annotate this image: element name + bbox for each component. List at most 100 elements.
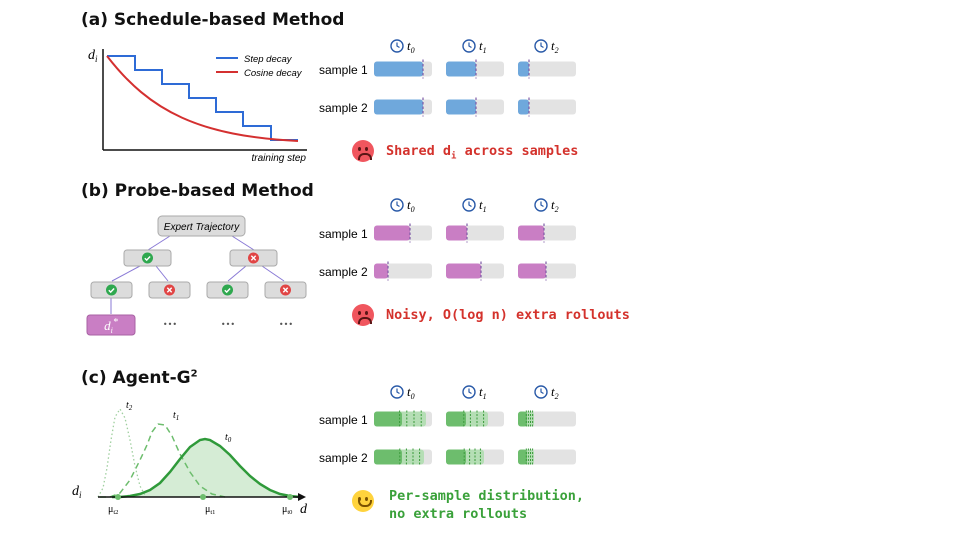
section-b-title: (b) Probe-based Method <box>81 181 314 201</box>
note-shared-d: Shared di across samples <box>386 143 579 162</box>
curve-label-t2: t2 <box>126 400 133 412</box>
time-label: t1 <box>479 197 487 214</box>
time-label-t: t <box>407 38 411 53</box>
clock-hands <box>396 388 400 395</box>
bar-fill <box>446 99 476 115</box>
mu-label-t1: μt1 <box>205 504 215 516</box>
sample-label: sample 2 <box>319 265 368 279</box>
time-label-subscript: 0 <box>411 205 415 214</box>
note-noisy: Noisy, O(log n) extra rollouts <box>386 307 630 323</box>
note-per-sample-line1: Per-sample distribution, <box>389 488 585 504</box>
section-c-title: (c) Agent-G2 <box>81 368 198 388</box>
bar-fill <box>518 411 527 427</box>
clock-icon <box>462 385 476 399</box>
bar-fill <box>446 411 466 427</box>
sad-face-icon <box>352 140 374 162</box>
curve-label-t1: t1 <box>173 410 179 422</box>
tree-edge <box>147 235 171 251</box>
time-label: t2 <box>551 38 559 55</box>
optimal-d-label: di* <box>104 317 118 335</box>
schedule-plot: di training step Step decay Cosine decay <box>88 48 307 164</box>
bar-fill <box>446 61 476 77</box>
bar-track <box>518 99 576 115</box>
bar-fill <box>518 263 546 279</box>
note-per-sample-line2: no extra rollouts <box>389 506 528 522</box>
time-label-t: t <box>479 38 483 53</box>
section-a-title: (a) Schedule-based Method <box>81 10 345 30</box>
time-label-t: t <box>551 384 555 399</box>
bar-fill <box>374 411 402 427</box>
section-c-title-text: (c) Agent-G <box>81 368 191 388</box>
bar-fill <box>446 225 467 241</box>
time-label-subscript: 1 <box>483 205 487 214</box>
clock-icon <box>390 385 404 399</box>
mu-label-t0: μt0 <box>282 504 292 516</box>
sample-label: sample 2 <box>319 101 368 115</box>
time-label: t0 <box>407 384 415 401</box>
time-label-t: t <box>551 38 555 53</box>
cosine-decay-curve <box>106 55 299 142</box>
step-decay-curve <box>107 55 298 141</box>
time-label-t: t <box>551 197 555 212</box>
bar-fill <box>518 225 544 241</box>
check-icon <box>222 284 233 296</box>
sample-label: sample 1 <box>319 227 368 241</box>
clock-hands <box>540 42 544 49</box>
clock-icon <box>534 385 548 399</box>
clock-hands <box>468 388 472 395</box>
schedule-x-label: training step <box>252 153 307 164</box>
clock-icon <box>534 198 548 212</box>
clock-icon <box>462 39 476 53</box>
time-label-t: t <box>479 384 483 399</box>
mu-t2-marker <box>115 494 121 500</box>
bar-fill <box>446 449 466 465</box>
optimal-d-node <box>86 314 136 336</box>
tree-edge <box>231 235 255 251</box>
distribution-x-label: d <box>300 502 308 517</box>
tree-edge <box>155 265 169 282</box>
time-label-subscript: 1 <box>483 392 487 401</box>
curve-label-t0: t0 <box>225 432 232 444</box>
clock-hands <box>540 201 544 208</box>
t1-distribution-curve <box>100 423 226 498</box>
clock-hands <box>468 201 472 208</box>
time-label-subscript: 2 <box>555 392 559 401</box>
cross-icon <box>248 252 259 264</box>
mu-t0-marker <box>287 494 293 500</box>
section-c-title-sup: 2 <box>190 368 198 380</box>
bar-fill <box>446 263 481 279</box>
clock-hands <box>396 201 400 208</box>
tree-edge <box>227 265 247 282</box>
t2-distribution-curve <box>97 407 147 498</box>
time-label-t: t <box>407 384 411 399</box>
sad-face-icon <box>352 304 374 326</box>
clock-icon <box>534 39 548 53</box>
bar-fill <box>518 99 529 115</box>
bar-fill <box>374 263 388 279</box>
tree-edge <box>111 265 141 282</box>
happy-face-icon <box>352 490 374 512</box>
time-label-t: t <box>407 197 411 212</box>
clock-hands <box>540 388 544 395</box>
t0-distribution-curve <box>112 437 301 499</box>
sample-label: sample 1 <box>319 413 368 427</box>
ellipsis: ••• <box>221 320 235 329</box>
x-axis-arrow <box>298 493 306 501</box>
clock-icon <box>390 39 404 53</box>
bar-fill <box>518 61 529 77</box>
clock-hands <box>468 42 472 49</box>
probe-tree: Expert Trajectory di* ••• ••• ••• <box>86 215 307 336</box>
legend-cosine-label: Cosine decay <box>244 68 303 79</box>
time-label: t1 <box>479 38 487 55</box>
expert-trajectory-label: Expert Trajectory <box>164 222 240 233</box>
bar-fill <box>374 99 423 115</box>
schedule-y-label: di <box>88 48 98 64</box>
sample-label: sample 2 <box>319 451 368 465</box>
distribution-plot: di d t2 t1 t0 μt2 μt1 μt0 <box>72 400 308 517</box>
ellipsis: ••• <box>279 320 293 329</box>
time-label-subscript: 0 <box>411 46 415 55</box>
distribution-y-label: di <box>72 484 82 500</box>
clock-icon <box>462 198 476 212</box>
